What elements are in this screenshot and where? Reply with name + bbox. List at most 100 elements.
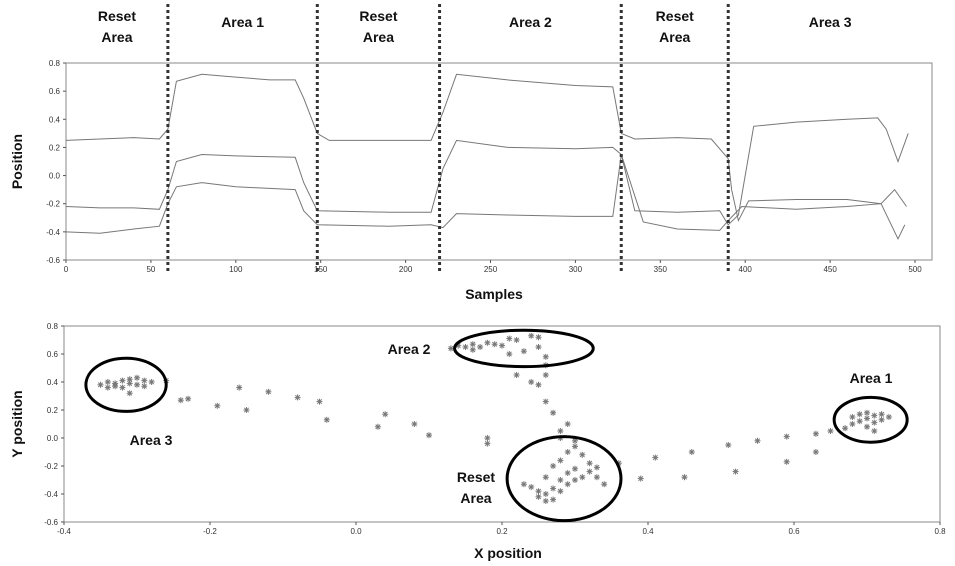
y-tick-label: 0.4 [49, 115, 61, 124]
scatter-point [513, 337, 520, 343]
series-line-2 [65, 117, 909, 226]
x-tick-label: 0.8 [934, 527, 946, 536]
scatter-point [185, 395, 192, 402]
scatter-point [513, 372, 520, 378]
scatter-point [535, 381, 542, 388]
scatter-point [119, 384, 126, 391]
scatter-point [535, 488, 542, 495]
scatter-point [134, 374, 140, 381]
scatter-point [849, 414, 856, 420]
scatter-point [265, 388, 272, 395]
segment-label: Reset Area [359, 8, 397, 45]
scatter-point [214, 402, 221, 409]
x-tick-label: 0.2 [496, 527, 508, 536]
scatter-point [593, 464, 600, 471]
scatter-point [542, 372, 549, 378]
scatter-point [484, 339, 491, 346]
scatter-point [864, 415, 870, 422]
x-tick-label: 200 [399, 265, 413, 274]
y-tick-label: 0.0 [49, 172, 61, 181]
scatter-point [134, 381, 140, 388]
segment-label: Reset Area [98, 8, 136, 45]
scatter-point [864, 423, 870, 430]
x-tick-label: 0.0 [350, 527, 362, 536]
y-tick-label: -0.6 [44, 518, 58, 527]
scatter-point [732, 468, 739, 475]
scatter-point [572, 465, 578, 472]
scatter-point [542, 491, 549, 497]
scatter-point [528, 484, 535, 490]
y-tick-label: 0.6 [47, 350, 59, 359]
scatter-point [564, 449, 571, 455]
scatter-point [601, 481, 608, 488]
scatter-point [542, 353, 549, 360]
x-tick-label: 150 [314, 265, 328, 274]
scatter-point [484, 440, 491, 447]
scatter-point [637, 475, 644, 482]
scatter-point [871, 412, 878, 419]
x-tick-label: 100 [229, 265, 243, 274]
scatter-point [564, 421, 571, 427]
area-label: Area 2 [388, 341, 431, 357]
segment-label: Area 2 [509, 14, 552, 30]
area-ellipse [505, 435, 623, 523]
scatter-point [652, 454, 659, 461]
scatter-point [783, 458, 790, 465]
scatter-point [462, 344, 469, 350]
scatter-point [842, 425, 849, 432]
scatter-point [535, 334, 542, 341]
scatter-point [856, 418, 863, 425]
x-tick-label: 500 [908, 265, 922, 274]
scatter-point [520, 348, 527, 355]
scatter-point [557, 457, 564, 464]
scatter-point [374, 423, 381, 430]
x-tick-label: 250 [484, 265, 498, 274]
segment-label: Area 3 [809, 14, 852, 30]
scatter-point [411, 421, 418, 427]
series-line-1 [65, 73, 906, 241]
scatter-point [542, 498, 549, 504]
scatter-point [550, 463, 557, 469]
plot-frame [65, 62, 933, 261]
scatter-point [849, 421, 856, 427]
scatter-point [316, 398, 323, 405]
scatter-point [294, 394, 301, 401]
y-tick-label: -0.4 [44, 490, 58, 499]
scatter-point [725, 442, 732, 448]
scatter-point [141, 377, 148, 384]
x-axis-label: Samples [465, 286, 523, 302]
scatter-point [542, 398, 549, 405]
scatter-point [586, 460, 593, 467]
scatter-point [104, 384, 111, 391]
scatter-point [557, 428, 564, 434]
y-axis-label: Position [9, 134, 25, 189]
scatter-point [520, 481, 527, 488]
y-tick-label: 0.2 [49, 143, 61, 152]
scatter-point [564, 481, 571, 488]
scatter-point [579, 451, 586, 458]
x-tick-label: 0 [64, 265, 69, 274]
scatter-point [557, 488, 564, 495]
scatter-point [856, 411, 863, 418]
y-tick-label: -0.2 [46, 200, 60, 209]
scatter-point [864, 409, 870, 416]
scatter-point [491, 341, 498, 348]
scatter-point [141, 383, 148, 390]
scatter-point [550, 409, 557, 416]
scatter-point [783, 433, 790, 440]
area-ellipse [453, 328, 595, 369]
scatter-point [542, 474, 549, 481]
scatter-point [572, 477, 578, 483]
scatter-point [506, 351, 513, 357]
area-ellipse [832, 395, 909, 444]
y-tick-label: 0.0 [47, 434, 59, 443]
x-tick-label: 300 [569, 265, 583, 274]
scatter-point [878, 411, 885, 418]
scatter-point [681, 474, 688, 481]
y-tick-label: 0.8 [49, 59, 61, 68]
scatter-point [469, 346, 476, 353]
scatter-point [535, 344, 542, 350]
x-axis-label: X position [474, 545, 542, 561]
scatter-point [885, 414, 892, 420]
